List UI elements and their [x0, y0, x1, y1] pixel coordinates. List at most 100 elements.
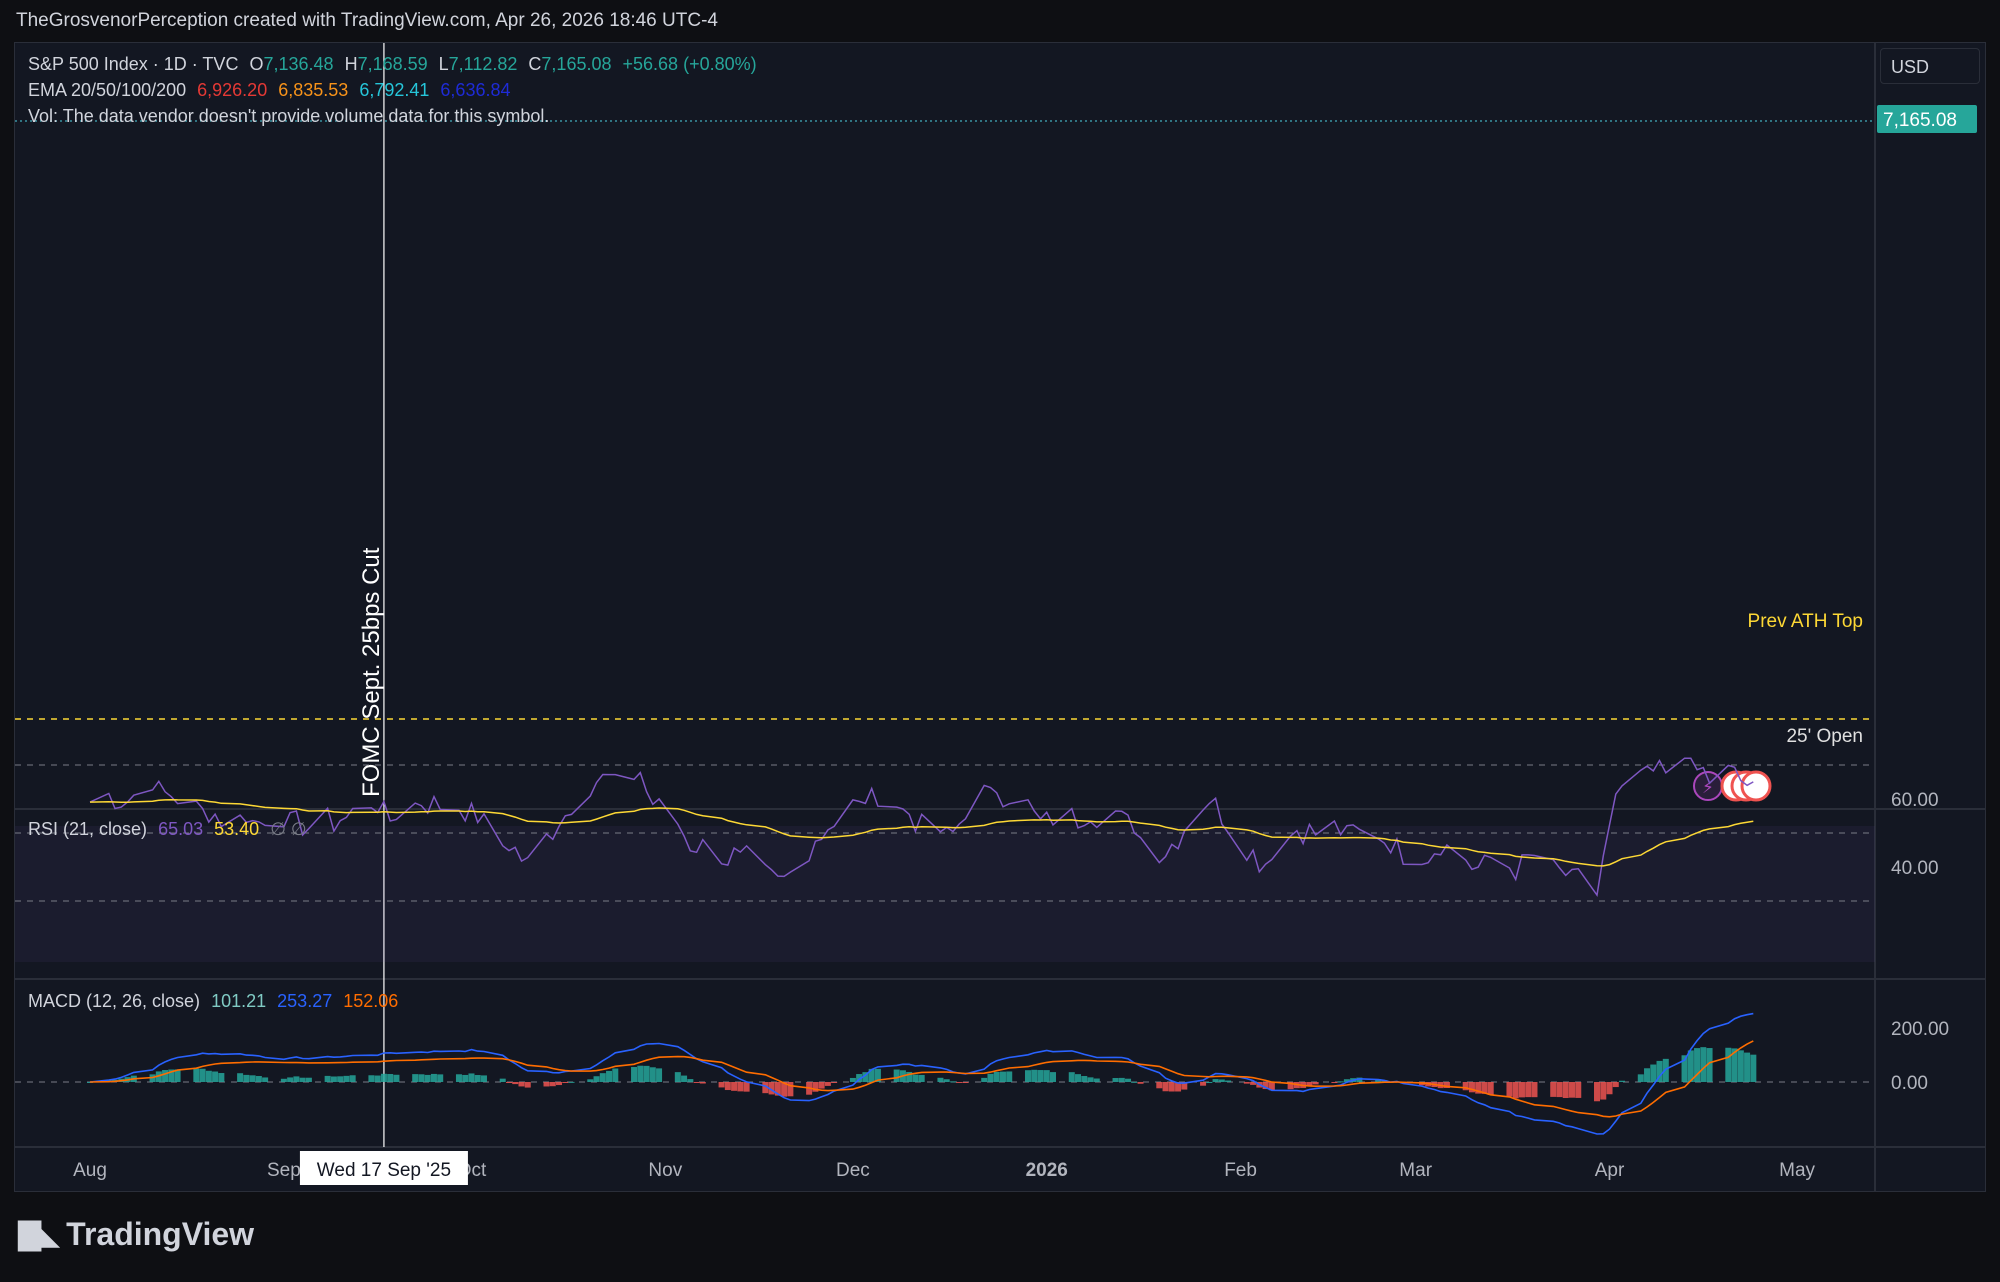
macd-histogram-bar	[305, 1077, 312, 1082]
macd-histogram-bar	[631, 1067, 638, 1082]
macd-histogram-bar	[1024, 1070, 1031, 1082]
macd-histogram-bar	[205, 1070, 212, 1082]
macd-histogram-bar	[1250, 1082, 1257, 1085]
time-tick-label: Apr	[1595, 1160, 1625, 1181]
macd-histogram-bar	[1481, 1082, 1488, 1094]
ema-legend[interactable]: EMA 20/50/100/200 6,926.20 6,835.53 6,79…	[28, 80, 517, 101]
crosshair-date-badge	[299, 1151, 468, 1185]
macd-histogram-bar	[962, 1082, 969, 1083]
macd-histogram-bar	[1112, 1078, 1119, 1082]
macd-histogram-bar	[987, 1073, 994, 1082]
macd-histogram-bar	[499, 1078, 506, 1082]
time-tick-label: Feb	[1224, 1160, 1257, 1181]
currency-button[interactable]: USD	[1880, 48, 1980, 84]
macd-histogram-bar	[824, 1082, 831, 1086]
macd-histogram-bar	[981, 1077, 988, 1082]
macd-histogram-bar	[1506, 1082, 1513, 1097]
macd-histogram-bar	[1043, 1070, 1050, 1082]
macd-histogram-bar	[1243, 1082, 1250, 1084]
macd-histogram-bar	[649, 1067, 656, 1082]
ema50-value: 6,835.53	[278, 80, 349, 100]
macd-histogram-bar	[262, 1077, 269, 1082]
macd-histogram-bar	[212, 1071, 219, 1082]
macd-histogram-bar	[287, 1077, 294, 1082]
macd-histogram-bar	[480, 1075, 487, 1082]
macd-legend[interactable]: MACD (12, 26, close) 101.21 253.27 152.0…	[28, 991, 404, 1012]
macd-histogram-bar	[280, 1078, 287, 1082]
macd-histogram-bar	[1093, 1078, 1100, 1082]
rsi-tick-label: 40.00	[1891, 858, 1939, 879]
rsi-tick-label: 60.00	[1891, 790, 1939, 811]
macd-histogram-bar	[1006, 1071, 1013, 1082]
macd-histogram-bar	[1075, 1074, 1082, 1082]
macd-histogram-bar	[1331, 1082, 1338, 1083]
open-value: 7,136.48	[263, 54, 334, 74]
rsi-line	[89, 757, 1754, 898]
macd-histogram-bar	[724, 1082, 731, 1091]
macd-histogram-bar	[1525, 1082, 1532, 1098]
chart-attribution: TheGrosvenorPerception created with Trad…	[16, 10, 718, 31]
macd-histogram-bar	[1356, 1077, 1363, 1082]
macd-histogram-bar	[1268, 1082, 1275, 1091]
time-tick-label: 2026	[1026, 1160, 1068, 1181]
tradingview-logo[interactable]: ▇◣ TradingView	[18, 1216, 254, 1253]
ema-label: EMA 20/50/100/200	[28, 80, 187, 100]
macd-histogram-bar	[1087, 1077, 1094, 1082]
macd-histogram-bar	[1650, 1064, 1657, 1082]
macd-histogram-bar	[1049, 1072, 1056, 1082]
chart-canvas[interactable]: 7,200.007,100.007,000.006,900.006,800.00…	[15, 43, 1985, 1191]
signal-line	[89, 1040, 1754, 1118]
macd-histogram-bar	[237, 1073, 244, 1082]
macd-histogram-bar	[674, 1072, 681, 1082]
macd-histogram-bar	[637, 1065, 644, 1082]
macd-histogram-bar	[337, 1076, 344, 1082]
macd-histogram-bar	[430, 1073, 437, 1082]
macd-histogram-bar	[299, 1077, 306, 1082]
macd-histogram-bar	[1512, 1082, 1519, 1099]
ema200-value: 6,636.84	[440, 80, 511, 100]
macd-histogram-bar	[1462, 1082, 1469, 1091]
macd-histogram-bar	[737, 1082, 744, 1092]
low-value: 7,112.82	[448, 54, 518, 74]
symbol-label[interactable]: S&P 500 Index · 1D · TVC	[28, 54, 239, 74]
chart-background	[15, 43, 1985, 1191]
rsi-legend[interactable]: RSI (21, close) 65.03 53.40 ∅ ∅	[28, 819, 313, 840]
macd-histogram-bar	[818, 1082, 825, 1089]
macd-histogram-bar	[556, 1082, 563, 1086]
macd-histogram-bar	[1644, 1068, 1651, 1082]
macd-histogram-bar	[1556, 1082, 1563, 1098]
macd-histogram-bar	[1750, 1054, 1757, 1082]
macd-histogram-bar	[699, 1082, 706, 1084]
macd-histogram-bar	[349, 1075, 356, 1082]
high-value: 7,168.59	[357, 54, 428, 74]
macd-histogram-bar	[956, 1082, 963, 1083]
macd-histogram-bar	[562, 1082, 569, 1084]
ohlc-legend: S&P 500 Index · 1D · TVC O7,136.48 H7,16…	[28, 54, 763, 75]
macd-histogram-bar	[424, 1074, 431, 1082]
macd-histogram-bar	[543, 1082, 550, 1087]
macd-histogram-bar	[1218, 1079, 1225, 1082]
lightning-event-glyph: ⚡	[1702, 778, 1714, 797]
macd-histogram-bar	[249, 1075, 256, 1082]
macd-histogram-bar	[1637, 1074, 1644, 1082]
chart-area[interactable]: 7,200.007,100.007,000.006,900.006,800.00…	[14, 42, 1986, 1192]
macd-histogram-bar	[1518, 1082, 1525, 1098]
tradingview-brand: TradingView	[66, 1216, 255, 1252]
macd-histogram-bar	[849, 1077, 856, 1082]
macd-histogram-bar	[1337, 1081, 1344, 1083]
macd-histogram-bar	[324, 1075, 331, 1082]
macd-histogram-bar	[874, 1068, 881, 1082]
close-label: C	[528, 54, 542, 74]
macd-histogram-bar	[193, 1068, 200, 1082]
macd-tick-label: 200.00	[1891, 1019, 1949, 1040]
macd-histogram-bar	[374, 1075, 381, 1082]
macd-histogram-bar	[718, 1082, 725, 1088]
macd-histogram-bar	[524, 1082, 531, 1088]
macd-histogram-bar	[1662, 1058, 1669, 1082]
macd-histogram-bar	[856, 1074, 863, 1082]
macd-histogram-bar	[1037, 1070, 1044, 1082]
macd-histogram-bar	[1606, 1082, 1613, 1095]
macd-histogram-bar	[155, 1071, 162, 1082]
crosshair-date-label: Wed 17 Sep '25	[317, 1160, 451, 1181]
macd-histogram-bar	[437, 1074, 444, 1082]
